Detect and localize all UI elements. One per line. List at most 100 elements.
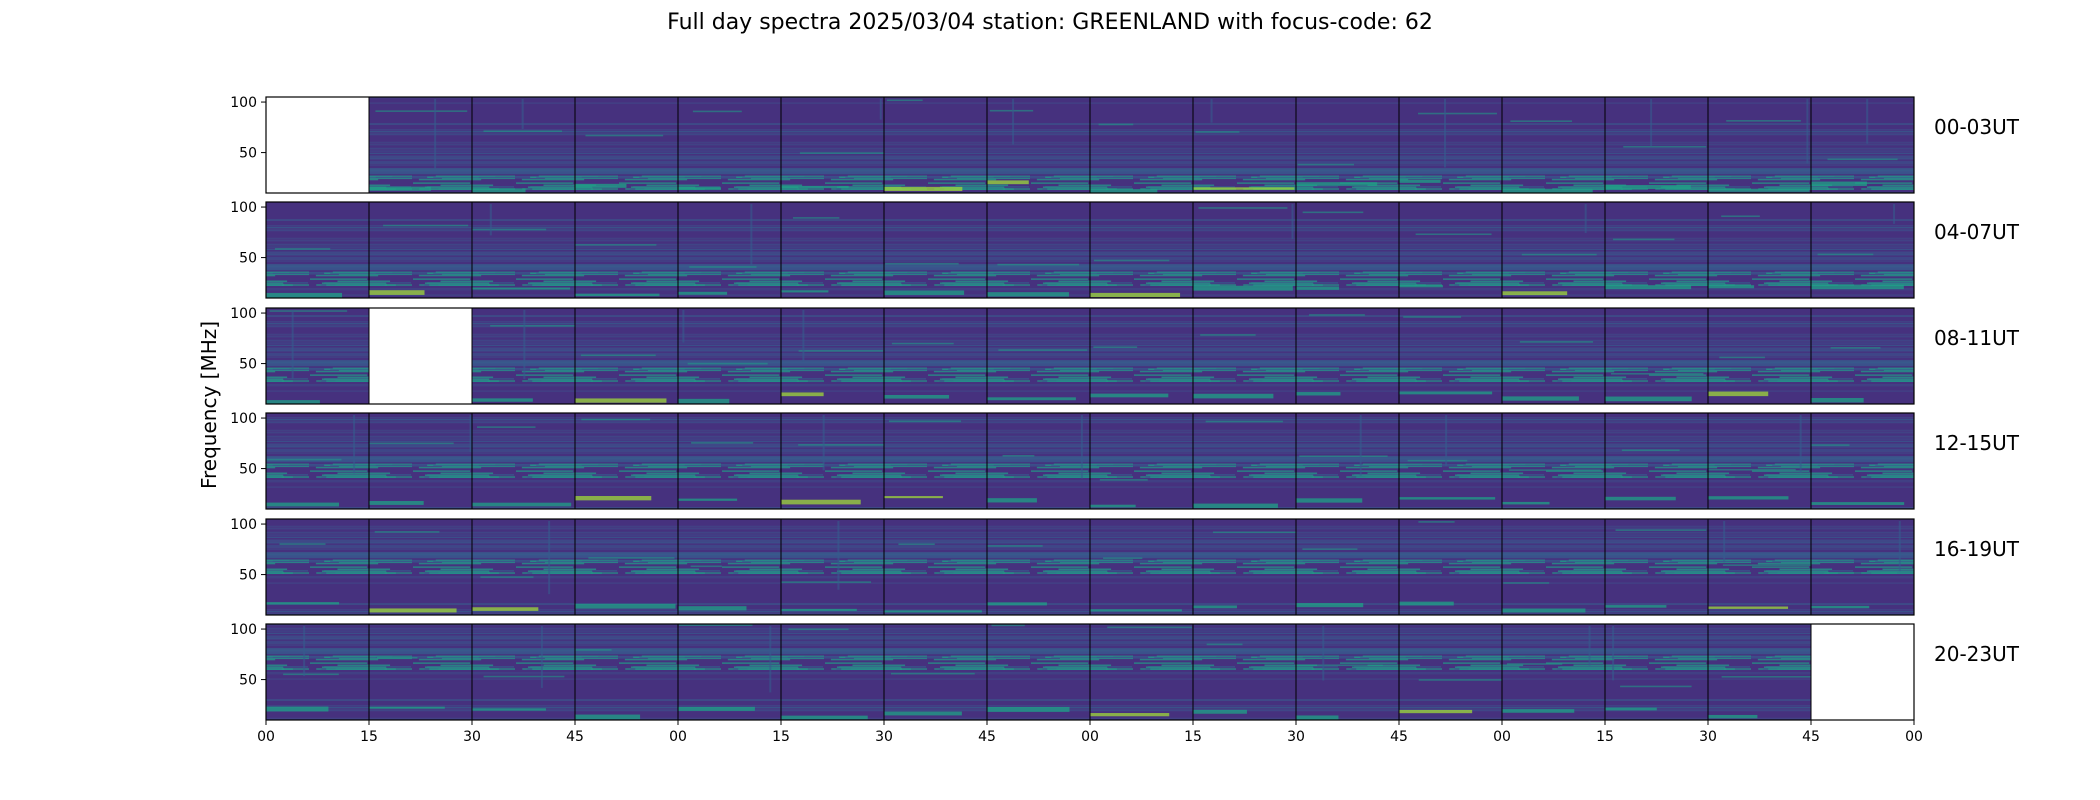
band-mark: [1827, 158, 1898, 161]
burst-mark: [879, 99, 882, 120]
burst-mark: [469, 415, 472, 452]
spectrum-cell: [1811, 308, 1914, 404]
y-tick-label: 100: [230, 622, 257, 638]
band-mark: [1612, 238, 1675, 241]
band-mark: [1193, 187, 1295, 190]
spectrum-panel: [1399, 308, 1502, 404]
burst-mark: [1291, 204, 1294, 240]
spectra-row: [265, 307, 1915, 405]
spectrum-cell: [1605, 624, 1708, 720]
band-mark: [1090, 609, 1182, 612]
band-mark: [885, 262, 959, 265]
spectrum-panel: [1296, 624, 1399, 721]
x-tick-label: 00: [1081, 729, 1099, 745]
burst-mark: [1445, 415, 1448, 466]
row-frame: [265, 201, 1915, 299]
band-mark: [1719, 356, 1765, 359]
spectrum-cell: [781, 413, 884, 509]
spectrum-cell: [1090, 308, 1193, 404]
spectrum-cell: [472, 202, 575, 298]
spectrum-panel: [575, 519, 678, 615]
band-mark: [1811, 181, 1867, 186]
spectrum-cell: [472, 624, 575, 720]
spectrum-cell: [575, 519, 678, 615]
spectrum-cell: [575, 202, 678, 298]
spectrum-cell: [1296, 97, 1399, 193]
spectrum-panel: [1811, 97, 1914, 193]
band-mark: [1722, 564, 1812, 566]
band-mark: [1708, 188, 1810, 192]
spectrum-panel: [1502, 519, 1605, 615]
band-mark: [886, 99, 923, 102]
band-mark: [1415, 233, 1492, 236]
spectrum-panel: [1708, 308, 1811, 404]
spectrum-panel: [369, 624, 472, 720]
spectrum-cell: [884, 624, 987, 720]
band-mark: [1811, 284, 1904, 290]
burst-mark: [682, 310, 685, 343]
band-mark: [1205, 420, 1283, 423]
burst-mark: [1893, 204, 1896, 224]
spectrum-panel: [1605, 97, 1708, 193]
band-mark: [1399, 179, 1441, 183]
spectrum-cell: [1193, 308, 1296, 404]
x-tick-label: 45: [566, 729, 584, 745]
burst-mark: [1588, 626, 1591, 666]
spectrum-cell: [1090, 202, 1193, 298]
burst-mark: [837, 521, 840, 590]
row-label: 08-11UT: [1934, 326, 2020, 350]
spectrum-panel: [472, 202, 575, 298]
band-mark: [1198, 207, 1288, 209]
band-mark: [1212, 531, 1299, 534]
y-tick-label: 50: [239, 568, 257, 584]
band-mark: [1502, 396, 1579, 401]
spectrum-panel: [266, 308, 369, 405]
burst-mark: [548, 521, 551, 595]
spectrum-panel: [1605, 413, 1708, 509]
band-mark: [1399, 285, 1443, 288]
row-label: 04-07UT: [1934, 220, 2020, 244]
burst-mark: [1443, 99, 1446, 168]
band-mark: [691, 442, 754, 444]
spectrum-cell: [1296, 308, 1399, 404]
band-mark: [1193, 503, 1278, 508]
band-mark: [1708, 606, 1789, 609]
spectrum-panel: [472, 519, 575, 615]
band-mark: [1090, 189, 1158, 194]
spectrum-cell: [369, 97, 472, 193]
band-mark: [1623, 145, 1707, 148]
spectrum-panel: [575, 308, 678, 404]
band-mark: [1708, 285, 1755, 289]
spectrum-panel: [1193, 624, 1296, 720]
band-mark: [798, 350, 883, 352]
band-mark: [781, 581, 871, 583]
spectrum-cell: [1090, 624, 1193, 720]
spectrum-panel: [369, 202, 472, 298]
band-mark: [781, 608, 857, 611]
band-mark: [1502, 709, 1575, 713]
spectrum-cell: [1708, 97, 1811, 193]
spectrum-cell: [678, 97, 781, 193]
band-mark: [1093, 259, 1170, 262]
spectrum-panel: [1502, 624, 1605, 720]
band-mark: [1824, 572, 1898, 574]
band-mark: [799, 152, 887, 154]
x-tick-label: 00: [1493, 729, 1511, 745]
band-mark: [1708, 496, 1789, 500]
band-mark: [575, 496, 652, 501]
band-mark: [1399, 601, 1454, 606]
band-mark: [1502, 291, 1568, 296]
spectrum-cell: [1811, 97, 1914, 193]
band-mark: [585, 134, 664, 137]
band-mark: [1399, 709, 1473, 714]
spectrum-cell: [884, 97, 987, 193]
spectrum-cell: [1193, 413, 1296, 509]
band-mark: [1193, 605, 1237, 609]
spectrum-cell: [987, 202, 1090, 298]
x-tick-label: 45: [978, 729, 996, 745]
band-mark: [1726, 120, 1801, 122]
band-mark: [692, 110, 742, 113]
spectrum-cell: [1605, 413, 1708, 509]
band-mark: [884, 186, 963, 192]
